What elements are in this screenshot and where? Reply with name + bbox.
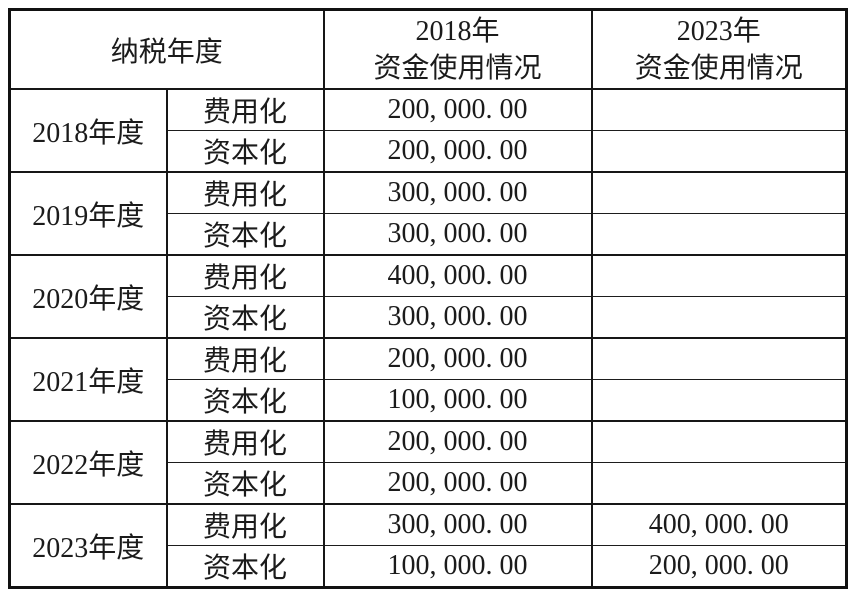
usage-type-cell: 资本化	[165, 213, 325, 255]
year-cell-2021: 2021年度	[8, 337, 168, 421]
year-cell-2023: 2023年度	[8, 503, 168, 588]
usage-type-cell: 费用化	[165, 503, 325, 546]
amount-2023-cell	[590, 171, 848, 214]
usage-type-cell: 费用化	[165, 254, 325, 297]
amount-2018-cell: 100, 000. 00	[322, 379, 593, 421]
table-row: 2019年度 费用化 300, 000. 00	[8, 171, 848, 255]
table-row: 资本化 200, 000. 00	[10, 462, 848, 504]
year-cell-2020: 2020年度	[8, 254, 168, 338]
table-row: 2023年度 费用化 300, 000. 00 400, 000. 00	[8, 503, 848, 588]
year-cell-2019: 2019年度	[8, 171, 168, 255]
table-row: 资本化 200, 000. 00	[10, 130, 848, 172]
table-header-row: 纳税年度 2018年 资金使用情况 2023年 资金使用情况	[8, 9, 848, 89]
amount-2023-cell: 200, 000. 00	[590, 545, 848, 588]
header-2023-usage-label: 资金使用情况	[634, 52, 803, 84]
usage-type-cell: 资本化	[165, 462, 325, 504]
amount-2023-cell	[590, 420, 848, 463]
usage-type-cell: 费用化	[165, 88, 325, 131]
amount-2023-cell: 400, 000. 00	[590, 503, 848, 546]
usage-type-cell: 资本化	[165, 545, 325, 588]
amount-2023-cell	[590, 254, 848, 297]
year-cell-2022: 2022年度	[8, 420, 168, 504]
amount-2018-cell: 200, 000. 00	[322, 462, 593, 504]
amount-2023-cell	[590, 296, 848, 338]
table-row: 资本化 300, 000. 00	[10, 213, 848, 255]
usage-type-cell: 费用化	[165, 420, 325, 463]
amount-2023-cell	[590, 462, 848, 504]
usage-type-cell: 资本化	[165, 130, 325, 172]
tax-fund-usage-table: 纳税年度 2018年 资金使用情况 2023年 资金使用情况 2018年度 费用…	[8, 8, 849, 589]
header-2023-fund-cell: 2023年 资金使用情况	[590, 9, 848, 89]
table-row: 资本化 100, 000. 00	[10, 379, 848, 421]
amount-2018-cell: 300, 000. 00	[322, 296, 593, 338]
document-sheet: 纳税年度 2018年 资金使用情况 2023年 资金使用情况 2018年度 费用…	[8, 8, 849, 589]
table-row: 2020年度 费用化 400, 000. 00	[8, 254, 848, 338]
amount-2018-cell: 300, 000. 00	[322, 171, 593, 214]
amount-2023-cell	[590, 130, 848, 172]
amount-2018-cell: 400, 000. 00	[322, 254, 593, 297]
amount-2023-cell	[590, 213, 848, 255]
year-cell-2018: 2018年度	[8, 88, 168, 172]
header-2023-year-label: 2023年	[676, 15, 761, 47]
table-row: 2022年度 费用化 200, 000. 00	[8, 420, 848, 504]
amount-2018-cell: 200, 000. 00	[322, 420, 593, 463]
amount-2018-cell: 200, 000. 00	[322, 337, 593, 380]
header-tax-year-label: 纳税年度	[110, 36, 223, 68]
table-row: 2018年度 费用化 200, 000. 00	[8, 88, 848, 172]
table-row: 2021年度 费用化 200, 000. 00	[8, 337, 848, 421]
table-row: 资本化 300, 000. 00	[10, 296, 848, 338]
usage-type-cell: 资本化	[165, 296, 325, 338]
header-tax-year-cell: 纳税年度	[8, 9, 325, 89]
amount-2023-cell	[590, 88, 848, 131]
header-2018-year-label: 2018年	[415, 15, 500, 47]
header-2018-fund-cell: 2018年 资金使用情况	[322, 9, 593, 89]
amount-2018-cell: 200, 000. 00	[322, 88, 593, 131]
amount-2018-cell: 200, 000. 00	[322, 130, 593, 172]
amount-2018-cell: 100, 000. 00	[322, 545, 593, 588]
usage-type-cell: 费用化	[165, 337, 325, 380]
amount-2018-cell: 300, 000. 00	[322, 503, 593, 546]
amount-2023-cell	[590, 379, 848, 421]
header-2018-usage-label: 资金使用情况	[373, 52, 542, 84]
usage-type-cell: 资本化	[165, 379, 325, 421]
amount-2018-cell: 300, 000. 00	[322, 213, 593, 255]
usage-type-cell: 费用化	[165, 171, 325, 214]
amount-2023-cell	[590, 337, 848, 380]
